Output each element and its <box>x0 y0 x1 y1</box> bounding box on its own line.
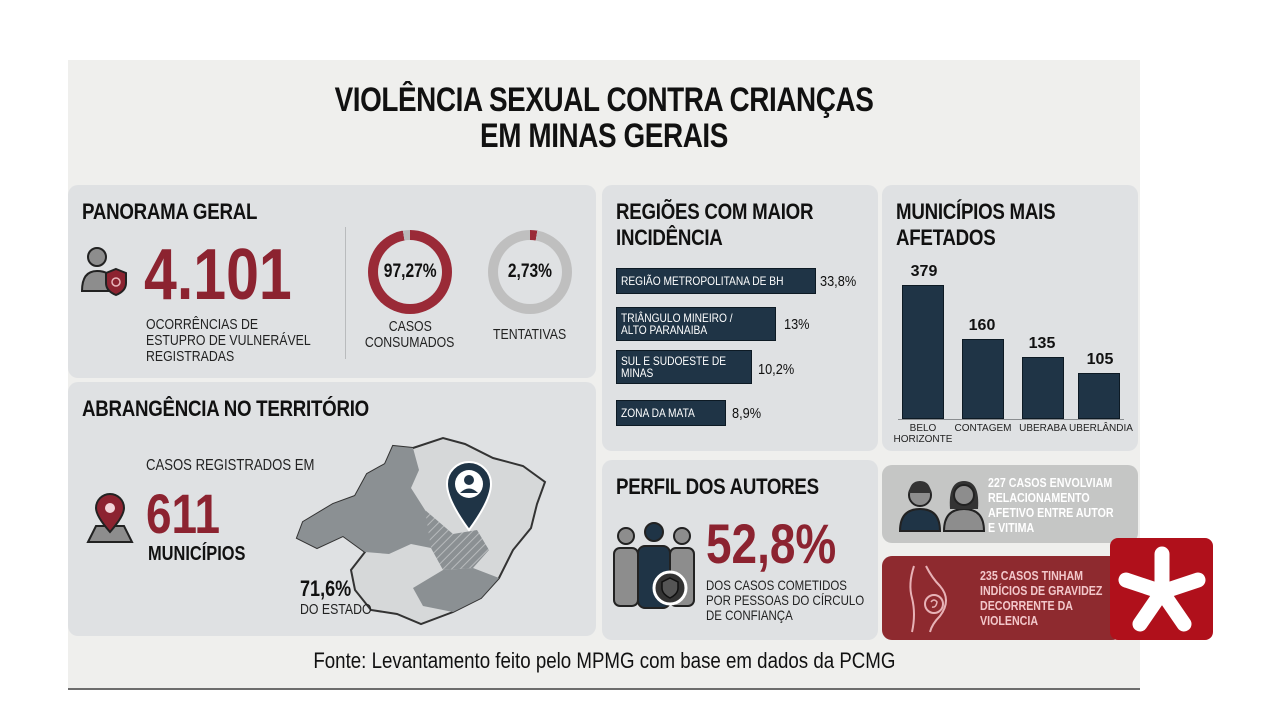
state-pct: 71,6% <box>300 576 352 601</box>
page-title: VIOLÊNCIA SEXUAL CONTRA CRIANÇAS EM MINA… <box>164 82 1043 154</box>
regioes-heading-2: INCIDÊNCIA <box>616 225 723 250</box>
territorio-intro: CASOS REGISTRADOS EM <box>146 457 315 474</box>
territorio-panel: ABRANGÊNCIA NO TERRITÓRIO CASOS REGISTRA… <box>68 382 596 636</box>
chart-baseline <box>898 419 1124 420</box>
source-note: Fonte: Levantamento feito pelo MPMG com … <box>68 648 1140 674</box>
municipio-value: 160 <box>968 317 996 334</box>
tentativas-pct: 2,73% <box>507 261 553 282</box>
minas-gerais-map <box>295 436 547 626</box>
consumados-label-line-2: CONSUMADOS <box>365 334 455 351</box>
municipio-value: 105 <box>1086 351 1114 368</box>
region-label: REGIÃO METROPOLITANA DE BH <box>621 274 784 288</box>
consumados-pct: 97,27% <box>383 261 437 282</box>
region-bar: REGIÃO METROPOLITANA DE BH <box>616 268 816 294</box>
region-label: ZONA DA MATA <box>621 406 695 420</box>
municipio-label: UBERLÂNDIA <box>1069 423 1133 434</box>
region-value: 10,2% <box>758 361 795 378</box>
autores-heading: PERFIL DOS AUTORES <box>616 474 819 499</box>
region-value: 8,9% <box>732 405 762 422</box>
relacionamento-panel: 227 CASOS ENVOLVIAM RELACIONAMENTO AFETI… <box>882 465 1138 543</box>
total-label-line-3: REGISTRADAS <box>146 348 235 365</box>
panorama-panel: PANORAMA GERAL 4.101 OCORRÊNCIAS DE ESTU… <box>68 185 596 378</box>
municipios-unit: MUNICÍPIOS <box>148 543 246 565</box>
municipios-heading-2: AFETADOS <box>896 225 996 250</box>
tentativas-donut: 2,73% <box>488 230 572 314</box>
gravidez-line-1: 235 CASOS TINHAM <box>980 568 1084 583</box>
gravidez-line-3: DECORRENTE DA <box>980 598 1073 613</box>
relacionamento-line-2: RELACIONAMENTO <box>988 490 1090 505</box>
region-value: 33,8% <box>820 273 857 290</box>
total-label-line-2: ESTUPRO DE VULNERÁVEL <box>146 332 311 349</box>
consumados-label-line-1: CASOS <box>388 318 432 335</box>
region-label: TRIÂNGULO MINEIRO / <box>621 311 733 325</box>
state-label: DO ESTADO <box>300 601 372 618</box>
person-shield-icon <box>80 247 127 297</box>
municipio-value: 135 <box>1028 335 1056 352</box>
municipio-value: 379 <box>910 263 938 280</box>
gravidez-line-4: VIOLENCIA <box>980 613 1039 628</box>
total-label-line-1: OCORRÊNCIAS DE <box>146 316 259 333</box>
relacionamento-line-4: E VITIMA <box>988 520 1035 535</box>
total-occurrences: 4.101 <box>144 235 292 315</box>
territorio-heading: ABRANGÊNCIA NO TERRITÓRIO <box>82 396 369 421</box>
couple-icon <box>898 481 986 532</box>
consumados-label: CASOS CONSUMADOS <box>350 319 470 351</box>
panel-divider <box>345 227 346 359</box>
map-pin-icon <box>86 493 134 543</box>
autores-label-1: DOS CASOS COMETIDOS <box>706 577 847 593</box>
municipio-bar <box>1022 357 1064 419</box>
asterisk-logo-icon <box>1110 538 1213 640</box>
autores-panel: PERFIL DOS AUTORES 52,8% DOS CASOS COMET… <box>602 460 878 640</box>
consumados-donut: 97,27% <box>368 230 452 314</box>
title-line-2: EM MINAS GERAIS <box>480 117 728 155</box>
municipios-panel: MUNICÍPIOS MAIS AFETADOS 379 160 135 105… <box>882 185 1138 451</box>
municipio-label: UBERABA <box>1019 423 1067 434</box>
gravidez-line-2: INDÍCIOS DE GRAVIDEZ <box>980 583 1103 598</box>
region-bar: SUL E SUDOESTE DE MINAS <box>616 350 752 384</box>
title-line-1: VIOLÊNCIA SEXUAL CONTRA CRIANÇAS <box>334 81 874 119</box>
municipio-label-2: HORIZONTE <box>893 434 953 445</box>
municipio-label-1: BELO <box>909 423 937 434</box>
region-label-2: MINAS <box>621 366 654 380</box>
pregnancy-icon <box>909 565 947 633</box>
region-label: SUL E SUDOESTE DE <box>621 354 727 368</box>
autores-label-3: DE CONFIANÇA <box>706 607 793 623</box>
autores-pct: 52,8% <box>706 512 837 575</box>
municipios-count: 611 <box>146 482 221 545</box>
municipio-label: CONTAGEM <box>954 423 1012 434</box>
autores-label-2: POR PESSOAS DO CÍRCULO <box>706 592 865 608</box>
group-shield-icon <box>613 522 695 609</box>
region-label-2: ALTO PARANAIBA <box>621 323 708 337</box>
tentativas-label-text: TENTATIVAS <box>493 326 567 343</box>
municipio-label: BELO HORIZONTE <box>888 423 958 445</box>
municipio-bar <box>962 339 1004 419</box>
municipios-heading-1: MUNICÍPIOS MAIS <box>896 199 1056 224</box>
regioes-heading-1: REGIÕES COM MAIOR <box>616 199 814 224</box>
municipio-bar <box>902 285 944 419</box>
region-bar: ZONA DA MATA <box>616 400 726 426</box>
relacionamento-line-3: AFETIVO ENTRE AUTOR <box>988 505 1114 520</box>
municipio-bar <box>1078 373 1120 419</box>
tentativas-label: TENTATIVAS <box>470 327 590 343</box>
source-text: Fonte: Levantamento feito pelo MPMG com … <box>312 648 896 673</box>
region-bar: TRIÂNGULO MINEIRO / ALTO PARANAIBA <box>616 307 776 341</box>
region-value: 13% <box>784 316 810 333</box>
relacionamento-line-1: 227 CASOS ENVOLVIAM <box>988 475 1113 490</box>
panorama-heading: PANORAMA GERAL <box>82 199 258 224</box>
regioes-panel: REGIÕES COM MAIOR INCIDÊNCIA REGIÃO METR… <box>602 185 878 451</box>
gravidez-panel: 235 CASOS TINHAM INDÍCIOS DE GRAVIDEZ DE… <box>882 556 1122 640</box>
infographic: VIOLÊNCIA SEXUAL CONTRA CRIANÇAS EM MINA… <box>68 60 1140 690</box>
